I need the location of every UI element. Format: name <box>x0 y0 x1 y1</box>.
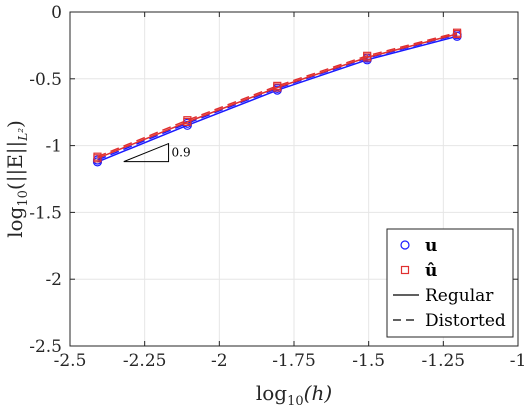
y-tick-label: -1.5 <box>29 203 62 223</box>
data-point-square <box>93 152 102 161</box>
x-tick-label: -2 <box>211 351 228 371</box>
series-line-1 <box>97 33 458 161</box>
slope-label: 0.9 <box>172 146 191 160</box>
ticks: -2.5 -2.25 -2 -1.75 -1.5 -1.25 -1 0 -0.5 -1 -1.5 -2… <box>29 3 526 371</box>
series-layer <box>92 28 462 167</box>
legend-marker-square <box>400 265 410 275</box>
slope-triangle-shape <box>123 142 170 163</box>
legend-marker-circle <box>400 240 410 250</box>
x-tick-label: -2.5 <box>54 351 87 371</box>
x-axis-label: log10(h) <box>256 381 332 409</box>
data-point-square <box>273 81 282 90</box>
series-line-2 <box>97 33 458 159</box>
legend-item: û <box>400 261 437 281</box>
legend-item: Regular <box>393 286 494 306</box>
y-tick-label: -0.5 <box>29 70 62 90</box>
y-tick-label: 0 <box>51 3 62 23</box>
legend-item: Distorted <box>393 311 506 331</box>
data-point-square <box>183 116 192 125</box>
x-tick-label: -2.25 <box>123 351 167 371</box>
legend-label: Regular <box>425 286 494 306</box>
legend-label: û <box>425 261 437 281</box>
data-point-square <box>452 28 462 37</box>
data-point-square <box>363 51 372 60</box>
y-tick-label: -2.5 <box>29 337 62 357</box>
legend-label: u <box>425 236 437 256</box>
series-line-0 <box>97 35 458 163</box>
legend: uû Regular Distorted <box>386 228 514 338</box>
y-axis-label: log10(||E||L²) <box>3 120 31 238</box>
x-tick-label: -1.25 <box>422 351 466 371</box>
x-tick-label: -1.75 <box>272 351 316 371</box>
slope-triangle: 0.9 <box>123 142 191 163</box>
y-tick-label: -2 <box>45 270 62 290</box>
series-line-3 <box>97 31 458 158</box>
x-tick-label: -1.5 <box>352 351 385 371</box>
legend-item: u <box>400 236 437 256</box>
x-tick-label: -1 <box>510 351 527 371</box>
legend-label: Distorted <box>425 311 506 331</box>
y-tick-label: -1 <box>45 137 62 157</box>
